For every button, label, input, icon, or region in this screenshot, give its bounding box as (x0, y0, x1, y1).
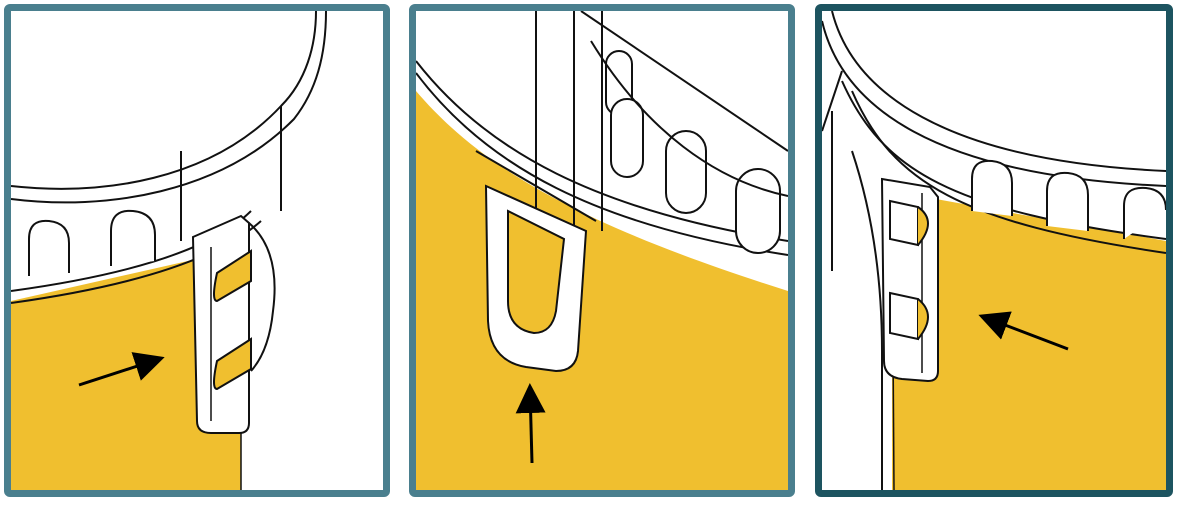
step-panel-3 (815, 4, 1173, 497)
step-1-illustration (11, 11, 327, 490)
rim-slots (971, 159, 1166, 239)
hanging-tab (880, 177, 939, 383)
step-panel-1 (4, 4, 390, 497)
step-2-illustration (416, 11, 788, 490)
u-tab (484, 184, 588, 373)
liner-fill (892, 191, 1166, 490)
arrow-up-icon (515, 383, 546, 464)
hanging-tab (191, 214, 276, 434)
arrow-right-up-icon (78, 352, 165, 387)
step-3-illustration (822, 11, 1166, 490)
bucket-wall (416, 11, 788, 256)
rim-slots (28, 209, 156, 276)
step-panel-2 (409, 4, 795, 497)
liner-fill (416, 91, 788, 490)
rim-slots (580, 11, 788, 254)
arrow-left-up-icon (978, 311, 1069, 351)
